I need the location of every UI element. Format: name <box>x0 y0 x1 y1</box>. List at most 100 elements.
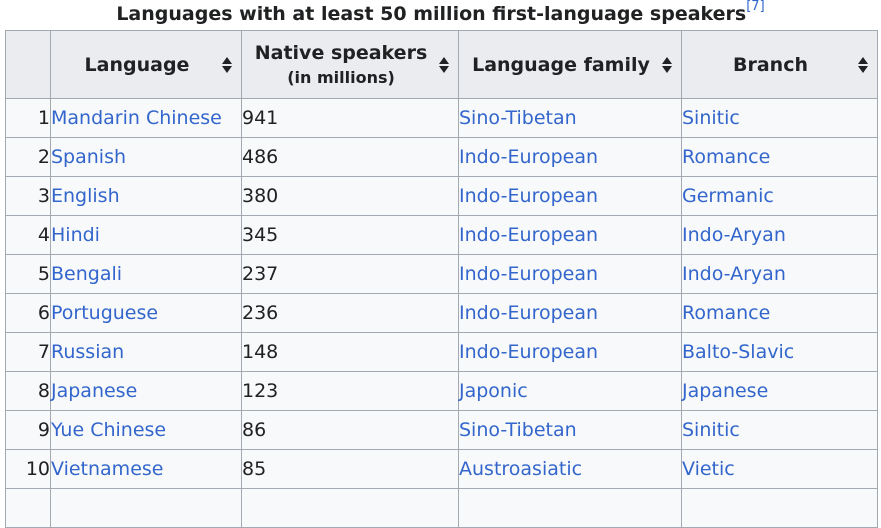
family-link[interactable]: Indo-European <box>459 302 599 324</box>
speakers-cell: 86 <box>241 410 459 450</box>
reference-superscript[interactable]: [7] <box>746 0 764 14</box>
branch-cell: Sinitic <box>681 410 878 450</box>
header-branch-label: Branch <box>733 53 808 76</box>
family-link[interactable]: Indo-European <box>459 146 599 168</box>
languages-table: Language Native speakers (in millions) L… <box>5 30 878 528</box>
language-cell: Mandarin Chinese <box>50 98 242 138</box>
table-row: 2 Spanish 486 Indo-European Romance <box>5 137 878 177</box>
branch-cell: Romance <box>681 137 878 177</box>
language-cell <box>50 488 242 528</box>
language-link[interactable]: Bengali <box>51 263 123 285</box>
reference-link[interactable]: [7] <box>746 0 765 14</box>
table-row: 6 Portuguese 236 Indo-European Romance <box>5 293 878 333</box>
family-cell: Indo-European <box>458 332 682 372</box>
family-cell: Austroasiatic <box>458 449 682 489</box>
speakers-cell <box>241 488 459 528</box>
language-link[interactable]: Hindi <box>51 224 100 246</box>
branch-cell: Indo-Aryan <box>681 215 878 255</box>
rank-cell: 1 <box>5 98 51 138</box>
family-link[interactable]: Indo-European <box>459 341 599 363</box>
speakers-cell: 380 <box>241 176 459 216</box>
table-row-partial <box>5 488 878 528</box>
table-row: 5 Bengali 237 Indo-European Indo-Aryan <box>5 254 878 294</box>
header-row: Language Native speakers (in millions) L… <box>5 30 878 99</box>
sort-icon[interactable] <box>661 56 673 74</box>
language-link[interactable]: Russian <box>51 341 125 363</box>
rank-cell: 9 <box>5 410 51 450</box>
rank-cell: 3 <box>5 176 51 216</box>
branch-cell: Romance <box>681 293 878 333</box>
branch-link[interactable]: Romance <box>682 302 771 324</box>
family-cell: Indo-European <box>458 176 682 216</box>
table-caption: Languages with at least 50 million first… <box>0 0 881 28</box>
family-cell: Indo-European <box>458 254 682 294</box>
branch-cell: Germanic <box>681 176 878 216</box>
header-language[interactable]: Language <box>50 30 242 99</box>
family-cell: Indo-European <box>458 215 682 255</box>
family-link[interactable]: Indo-European <box>459 224 599 246</box>
family-link[interactable]: Indo-European <box>459 185 599 207</box>
header-speakers[interactable]: Native speakers (in millions) <box>241 30 459 99</box>
branch-cell: Sinitic <box>681 98 878 138</box>
language-cell: English <box>50 176 242 216</box>
language-link[interactable]: English <box>51 185 120 207</box>
branch-link[interactable]: Japanese <box>682 380 769 402</box>
rank-cell: 5 <box>5 254 51 294</box>
branch-link[interactable]: Sinitic <box>682 419 740 441</box>
table-row: 7 Russian 148 Indo-European Balto-Slavic <box>5 332 878 372</box>
rank-cell <box>5 488 51 528</box>
rank-cell: 2 <box>5 137 51 177</box>
family-link[interactable]: Sino-Tibetan <box>459 107 577 129</box>
table-title: Languages with at least 50 million first… <box>116 3 747 25</box>
branch-link[interactable]: Germanic <box>682 185 774 207</box>
branch-link[interactable]: Sinitic <box>682 107 740 129</box>
branch-link[interactable]: Indo-Aryan <box>682 224 786 246</box>
header-family[interactable]: Language family <box>458 30 682 99</box>
speakers-cell: 486 <box>241 137 459 177</box>
language-link[interactable]: Vietnamese <box>51 458 164 480</box>
language-link[interactable]: Japanese <box>51 380 138 402</box>
table-row: 4 Hindi 345 Indo-European Indo-Aryan <box>5 215 878 255</box>
language-link[interactable]: Yue Chinese <box>51 419 167 441</box>
language-link[interactable]: Mandarin Chinese <box>51 107 222 129</box>
header-rank <box>5 30 51 99</box>
header-branch[interactable]: Branch <box>681 30 878 99</box>
branch-link[interactable]: Balto-Slavic <box>682 341 795 363</box>
branch-link[interactable]: Romance <box>682 146 771 168</box>
table-row: 1 Mandarin Chinese 941 Sino-Tibetan Sini… <box>5 98 878 138</box>
branch-cell: Vietic <box>681 449 878 489</box>
family-link[interactable]: Japonic <box>459 380 528 402</box>
sort-icon[interactable] <box>221 56 233 74</box>
language-cell: Bengali <box>50 254 242 294</box>
family-link[interactable]: Sino-Tibetan <box>459 419 577 441</box>
speakers-cell: 123 <box>241 371 459 411</box>
branch-link[interactable]: Vietic <box>682 458 735 480</box>
header-family-label: Language family <box>472 53 650 76</box>
sort-icon[interactable] <box>438 56 450 74</box>
table-row: 9 Yue Chinese 86 Sino-Tibetan Sinitic <box>5 410 878 450</box>
language-link[interactable]: Portuguese <box>51 302 159 324</box>
sort-icon[interactable] <box>857 56 869 74</box>
table-row: 8 Japanese 123 Japonic Japanese <box>5 371 878 411</box>
language-link[interactable]: Spanish <box>51 146 127 168</box>
branch-link[interactable]: Indo-Aryan <box>682 263 786 285</box>
language-cell: Vietnamese <box>50 449 242 489</box>
header-language-label: Language <box>84 53 190 76</box>
family-link[interactable]: Austroasiatic <box>459 458 583 480</box>
speakers-cell: 236 <box>241 293 459 333</box>
family-cell: Indo-European <box>458 293 682 333</box>
language-cell: Portuguese <box>50 293 242 333</box>
table-row: 3 English 380 Indo-European Germanic <box>5 176 878 216</box>
family-cell: Sino-Tibetan <box>458 410 682 450</box>
rank-cell: 6 <box>5 293 51 333</box>
family-cell: Indo-European <box>458 137 682 177</box>
speakers-cell: 237 <box>241 254 459 294</box>
family-link[interactable]: Indo-European <box>459 263 599 285</box>
language-cell: Spanish <box>50 137 242 177</box>
branch-cell <box>681 488 878 528</box>
rank-cell: 8 <box>5 371 51 411</box>
speakers-cell: 941 <box>241 98 459 138</box>
language-cell: Russian <box>50 332 242 372</box>
language-cell: Hindi <box>50 215 242 255</box>
language-cell: Yue Chinese <box>50 410 242 450</box>
